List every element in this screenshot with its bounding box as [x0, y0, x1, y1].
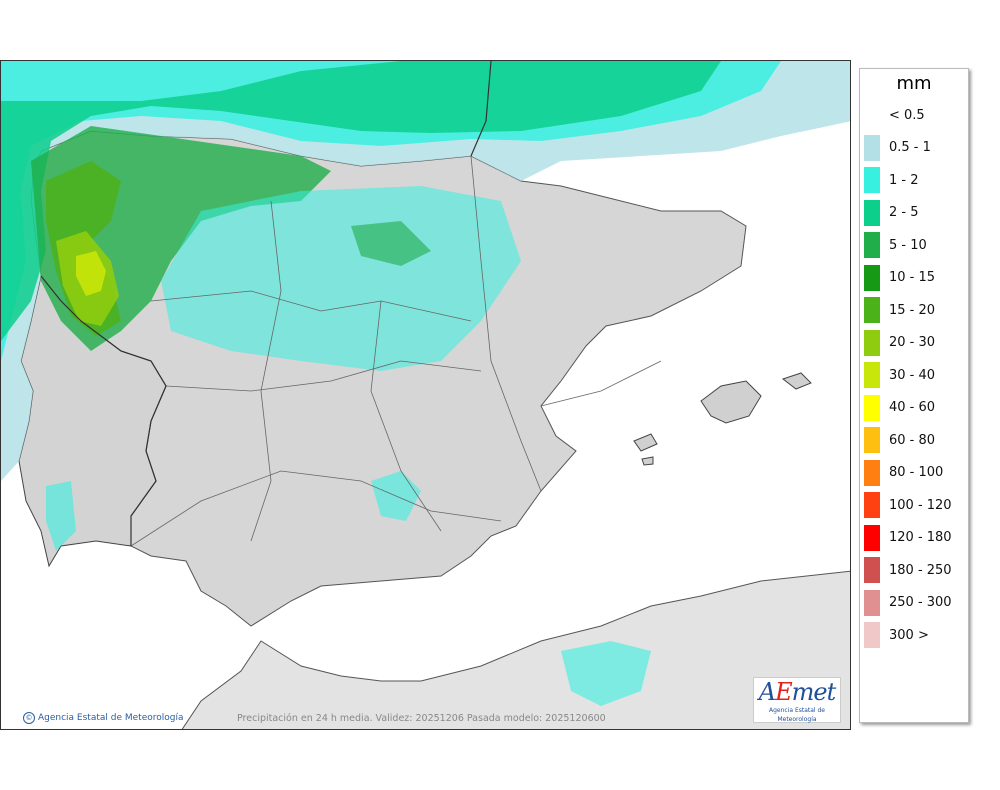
legend-item: 60 - 80: [864, 426, 935, 454]
precip-portugal-1-2: [46, 481, 76, 551]
legend-item: 250 - 300: [864, 589, 952, 617]
legend-item: 1 - 2: [864, 166, 919, 194]
copyright-icon: ©: [23, 712, 35, 724]
legend-swatch: [864, 622, 880, 648]
legend-label: 250 - 300: [889, 595, 952, 610]
precip-galicia-30-40: [76, 251, 106, 296]
legend-label: 120 - 180: [889, 530, 952, 545]
legend-item: 10 - 15: [864, 264, 935, 292]
region-borders: [130, 155, 662, 547]
map-caption: Precipitación en 24 h media. Validez: 20…: [237, 713, 606, 724]
legend-swatch: [864, 134, 880, 161]
legend-swatch: [864, 459, 880, 486]
legend-item: 40 - 60: [864, 394, 935, 422]
precipitation-map[interactable]: © Agencia Estatal de Meteorología Precip…: [0, 60, 851, 730]
legend-label: 60 - 80: [889, 432, 936, 448]
legend-swatch: [864, 524, 880, 551]
legend-label: 15 - 20: [889, 302, 936, 318]
legend-item: 120 - 180: [864, 524, 952, 552]
agency-credit-text: Agencia Estatal de Meteorología: [38, 713, 184, 723]
aemet-logo[interactable]: AEmet Agencia Estatal de Meteorología: [753, 677, 841, 723]
legend-item: < 0.5: [864, 101, 925, 129]
legend-unit: mm: [896, 73, 932, 94]
legend-swatch: [864, 557, 880, 583]
legend-swatch: [864, 297, 880, 323]
legend-swatch: [864, 264, 880, 291]
legend-swatch: [864, 589, 880, 616]
legend-label: 180 - 250: [889, 562, 952, 578]
legend-swatch: [864, 199, 880, 226]
legend-label: 10 - 15: [889, 270, 936, 285]
legend-swatch: [864, 427, 880, 453]
legend-item: 100 - 120: [864, 491, 952, 519]
map-canvas: [1, 61, 850, 729]
mallorca: [700, 380, 762, 424]
legend-label: 0.5 - 1: [889, 140, 931, 155]
precip-atlantic-2-5: [1, 61, 721, 341]
legend-item: 300 >: [864, 621, 929, 649]
legend-label: 20 - 30: [889, 335, 936, 350]
legend-swatch: [864, 394, 880, 421]
legend-label: < 0.5: [889, 107, 925, 123]
aemet-logo-mark: AEmet: [758, 678, 836, 706]
legend-item: 30 - 40: [864, 361, 935, 389]
legend-label: 100 - 120: [889, 497, 952, 513]
legend-label: 1 - 2: [889, 172, 919, 188]
formentera: [641, 456, 654, 466]
agency-credit[interactable]: © Agencia Estatal de Meteorología: [23, 712, 184, 724]
legend-swatch: [864, 167, 880, 193]
legend-swatch: [864, 492, 880, 518]
france-border: [470, 61, 492, 157]
precip-africa-1-2: [561, 641, 651, 706]
legend-label: 2 - 5: [889, 205, 919, 220]
legend-label: 30 - 40: [889, 367, 936, 383]
aemet-logo-subtitle: Agencia Estatal de Meteorología: [768, 707, 825, 723]
legend-item: 5 - 10: [864, 231, 927, 259]
legend-swatch: [864, 362, 880, 388]
legend-label: 40 - 60: [889, 400, 936, 415]
legend-label: 5 - 10: [889, 237, 927, 253]
legend-item: 0.5 - 1: [864, 134, 931, 162]
legend-label: 80 - 100: [889, 465, 944, 480]
legend-item: 80 - 100: [864, 459, 943, 487]
precip-center-2-5: [351, 221, 431, 266]
legend-swatch: [864, 329, 880, 356]
ibiza: [633, 433, 658, 452]
legend-swatch: [864, 232, 880, 258]
precip-north-1-2: [161, 186, 521, 371]
africa-land: [181, 570, 850, 729]
legend-item: 15 - 20: [864, 296, 935, 324]
precipitation-legend: mm < 0.5 0.5 - 1 1 - 2 2 - 5 5 - 10 10 - 15 15…: [859, 68, 969, 723]
legend-item: 20 - 30: [864, 329, 935, 357]
legend-item: 2 - 5: [864, 199, 919, 227]
portugal-border: [40, 275, 167, 546]
legend-label: 300 >: [889, 627, 929, 643]
legend-item: 180 - 250: [864, 556, 952, 584]
legend-swatch: [864, 102, 880, 128]
menorca: [781, 372, 812, 390]
